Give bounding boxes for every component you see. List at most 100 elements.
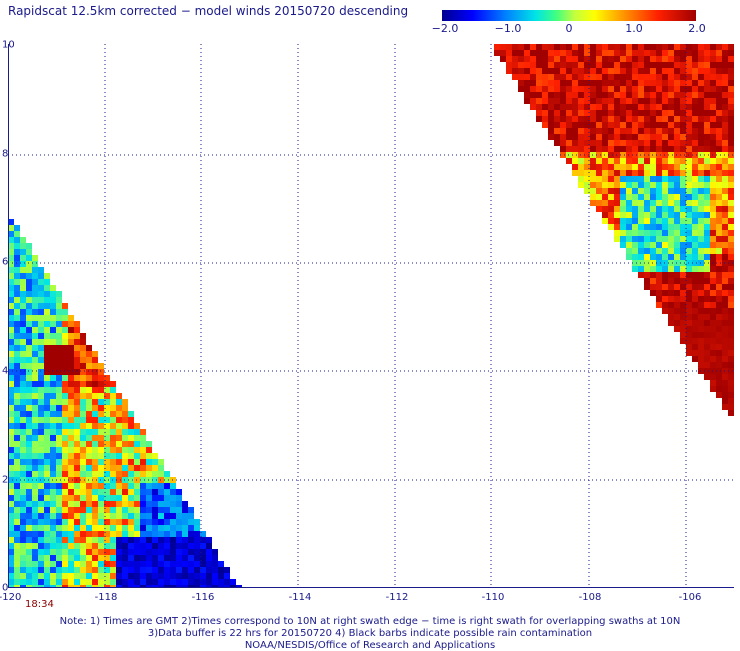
wind-cell: [44, 297, 50, 303]
wind-cell: [704, 158, 710, 164]
wind-cell: [602, 50, 608, 56]
wind-cell: [536, 74, 542, 80]
wind-cell: [212, 549, 218, 555]
wind-cell: [662, 68, 668, 74]
wind-cell: [728, 110, 734, 116]
wind-cell: [68, 531, 74, 537]
wind-cell: [128, 573, 134, 579]
wind-cell: [620, 86, 626, 92]
wind-cell: [44, 579, 50, 585]
wind-cell: [110, 399, 116, 405]
wind-cell: [674, 224, 680, 230]
wind-cell: [14, 273, 20, 279]
wind-cell: [692, 338, 698, 344]
wind-cell: [728, 290, 734, 296]
wind-cell: [92, 429, 98, 435]
wind-cell: [20, 447, 26, 453]
wind-cell: [722, 182, 728, 188]
wind-cell: [722, 86, 728, 92]
wind-cell: [644, 122, 650, 128]
wind-cell: [116, 519, 122, 525]
wind-cell: [74, 339, 80, 345]
wind-cell: [692, 182, 698, 188]
wind-cell: [560, 140, 566, 146]
wind-cell: [674, 278, 680, 284]
wind-cell: [20, 339, 26, 345]
wind-cell: [716, 188, 722, 194]
wind-cell: [26, 561, 32, 567]
wind-cell: [614, 212, 620, 218]
wind-cell: [584, 122, 590, 128]
wind-cell: [62, 459, 68, 465]
wind-cell: [656, 170, 662, 176]
wind-cell: [668, 290, 674, 296]
wind-cell: [50, 573, 56, 579]
wind-cell: [38, 489, 44, 495]
wind-cell: [698, 194, 704, 200]
wind-cell: [722, 350, 728, 356]
wind-cell: [80, 525, 86, 531]
wind-cell: [704, 182, 710, 188]
wind-cell: [86, 405, 92, 411]
wind-cell: [68, 519, 74, 525]
wind-cell: [692, 44, 698, 50]
wind-cell: [206, 543, 212, 549]
wind-cell: [14, 585, 20, 588]
wind-cell: [716, 380, 722, 386]
wind-cell: [86, 561, 92, 567]
wind-cell: [200, 555, 206, 561]
wind-cell: [644, 242, 650, 248]
wind-cell: [662, 302, 668, 308]
wind-cell: [44, 435, 50, 441]
wind-cell: [110, 459, 116, 465]
wind-cell: [692, 320, 698, 326]
wind-cell: [26, 267, 32, 273]
wind-cell: [92, 405, 98, 411]
wind-cell: [710, 188, 716, 194]
wind-cell: [62, 531, 68, 537]
wind-cell: [668, 206, 674, 212]
wind-cell: [512, 56, 518, 62]
wind-cell: [50, 285, 56, 291]
wind-cell: [656, 254, 662, 260]
wind-cell: [560, 80, 566, 86]
wind-cell: [26, 381, 32, 387]
wind-cell: [38, 381, 44, 387]
wind-cell: [92, 519, 98, 525]
lat-tick-4: 4: [2, 365, 9, 377]
wind-cell: [716, 350, 722, 356]
wind-cell: [662, 116, 668, 122]
wind-cell: [548, 122, 554, 128]
wind-cell: [716, 368, 722, 374]
wind-cell: [158, 465, 164, 471]
wind-cell: [26, 279, 32, 285]
wind-cell: [104, 525, 110, 531]
wind-cell: [38, 525, 44, 531]
wind-cell: [146, 549, 152, 555]
wind-cell: [176, 495, 182, 501]
wind-cell: [56, 561, 62, 567]
wind-cell: [698, 188, 704, 194]
wind-cell: [104, 543, 110, 549]
wind-cell: [14, 435, 20, 441]
wind-cell: [566, 116, 572, 122]
wind-cell: [686, 86, 692, 92]
wind-cell: [56, 381, 62, 387]
wind-cell: [20, 399, 26, 405]
wind-cell: [116, 489, 122, 495]
wind-cell: [716, 206, 722, 212]
wind-cell: [584, 44, 590, 50]
wind-cell: [62, 525, 68, 531]
wind-cell: [146, 585, 152, 588]
wind-cell: [710, 380, 716, 386]
wind-cell: [152, 573, 158, 579]
wind-cell: [614, 122, 620, 128]
wind-cell: [146, 453, 152, 459]
wind-cell: [122, 501, 128, 507]
wind-cell: [80, 435, 86, 441]
wind-cell: [122, 507, 128, 513]
wind-cell: [8, 321, 14, 327]
wind-cell: [626, 44, 632, 50]
wind-cell: [704, 50, 710, 56]
wind-cell: [728, 152, 734, 158]
